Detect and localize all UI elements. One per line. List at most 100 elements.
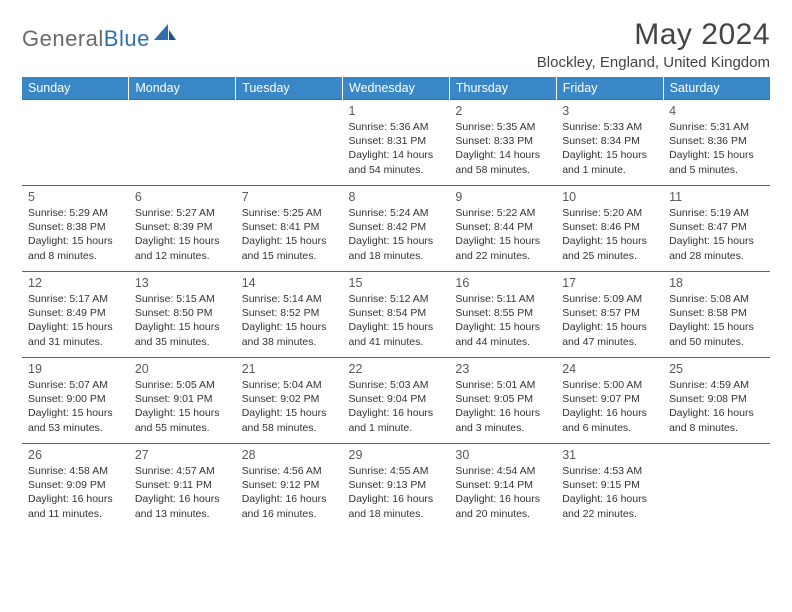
sunrise-text: Sunrise: 5:31 AM [669,120,764,134]
day-number: 30 [455,448,550,462]
dayhead-sunday: Sunday [22,77,129,100]
day-info: Sunrise: 5:05 AMSunset: 9:01 PMDaylight:… [135,378,230,435]
sunrise-text: Sunrise: 4:54 AM [455,464,550,478]
day-number: 13 [135,276,230,290]
brand-logo: GeneralBlue [22,18,176,53]
daylight-text: Daylight: 16 hours and 8 minutes. [669,406,764,434]
day-info: Sunrise: 5:00 AMSunset: 9:07 PMDaylight:… [562,378,657,435]
daylight-text: Daylight: 15 hours and 53 minutes. [28,406,123,434]
day-cell: 13 Sunrise: 5:15 AMSunset: 8:50 PMDayligh… [129,272,236,358]
day-number: 11 [669,190,764,204]
sunset-text: Sunset: 9:11 PM [135,478,230,492]
daylight-text: Daylight: 16 hours and 1 minute. [349,406,444,434]
daylight-text: Daylight: 15 hours and 31 minutes. [28,320,123,348]
week-row: 19Sunrise: 5:07 AMSunset: 9:00 PMDayligh… [22,358,770,444]
sunset-text: Sunset: 8:57 PM [562,306,657,320]
day-info: Sunrise: 4:56 AMSunset: 9:12 PMDaylight:… [242,464,337,521]
day-cell: 25Sunrise: 4:59 AMSunset: 9:08 PMDayligh… [663,358,770,444]
day-cell: 9Sunrise: 5:22 AMSunset: 8:44 PMDaylight… [449,186,556,272]
day-number: 24 [562,362,657,376]
sail-icon [154,24,176,47]
day-number: 29 [349,448,444,462]
day-cell: 8Sunrise: 5:24 AMSunset: 8:42 PMDaylight… [343,186,450,272]
day-cell: 7 Sunrise: 5:25 AMSunset: 8:41 PMDaylight… [236,186,343,272]
sunrise-text: Sunrise: 5:29 AM [28,206,123,220]
day-info: Sunrise: 5:35 AMSunset: 8:33 PMDaylight:… [455,120,550,177]
sunrise-text: Sunrise: 5:25 AM [242,206,337,220]
day-cell: 15Sunrise: 5:12 AMSunset: 8:54 PMDayligh… [343,272,450,358]
sunset-text: Sunset: 8:41 PM [242,220,337,234]
day-number: 14 [242,276,337,290]
daylight-text: Daylight: 16 hours and 3 minutes. [455,406,550,434]
week-row: 12Sunrise: 5:17 AMSunset: 8:49 PMDayligh… [22,272,770,358]
sunrise-text: Sunrise: 4:55 AM [349,464,444,478]
daylight-text: Daylight: 16 hours and 11 minutes. [28,492,123,520]
day-info: Sunrise: 5:19 AMSunset: 8:47 PMDaylight:… [669,206,764,263]
day-cell: 14Sunrise: 5:14 AMSunset: 8:52 PMDayligh… [236,272,343,358]
sunset-text: Sunset: 8:54 PM [349,306,444,320]
sunrise-text: Sunrise: 5:33 AM [562,120,657,134]
day-number: 4 [669,104,764,118]
daylight-text: Daylight: 15 hours and 15 minutes. [242,234,337,262]
daylight-text: Daylight: 14 hours and 54 minutes. [349,148,444,176]
daylight-text: Daylight: 16 hours and 13 minutes. [135,492,230,520]
sunset-text: Sunset: 8:31 PM [349,134,444,148]
day-info: Sunrise: 5:15 AMSunset: 8:50 PMDaylight:… [135,292,230,349]
sunset-text: Sunset: 9:05 PM [455,392,550,406]
week-row: 5Sunrise: 5:29 AMSunset: 8:38 PMDaylight… [22,186,770,272]
daylight-text: Daylight: 16 hours and 18 minutes. [349,492,444,520]
month-title: May 2024 [537,18,770,52]
day-number: 21 [242,362,337,376]
dayhead-friday: Friday [556,77,663,100]
day-info: Sunrise: 5:04 AMSunset: 9:02 PMDaylight:… [242,378,337,435]
day-cell: 18Sunrise: 5:08 AMSunset: 8:58 PMDayligh… [663,272,770,358]
day-info: Sunrise: 5:12 AMSunset: 8:54 PMDaylight:… [349,292,444,349]
sunrise-text: Sunrise: 5:05 AM [135,378,230,392]
day-number: 1 [349,104,444,118]
sunset-text: Sunset: 8:58 PM [669,306,764,320]
sunrise-text: Sunrise: 5:09 AM [562,292,657,306]
day-number: 31 [562,448,657,462]
daylight-text: Daylight: 15 hours and 22 minutes. [455,234,550,262]
sunset-text: Sunset: 9:08 PM [669,392,764,406]
brand-part2: Blue [104,26,150,51]
day-info: Sunrise: 5:01 AMSunset: 9:05 PMDaylight:… [455,378,550,435]
sunset-text: Sunset: 8:33 PM [455,134,550,148]
daylight-text: Daylight: 15 hours and 8 minutes. [28,234,123,262]
sunset-text: Sunset: 9:00 PM [28,392,123,406]
day-number: 7 [242,190,337,204]
sunset-text: Sunset: 8:55 PM [455,306,550,320]
sunrise-text: Sunrise: 5:17 AM [28,292,123,306]
day-number: 28 [242,448,337,462]
sunrise-text: Sunrise: 5:03 AM [349,378,444,392]
sunrise-text: Sunrise: 5:19 AM [669,206,764,220]
sunset-text: Sunset: 8:38 PM [28,220,123,234]
sunset-text: Sunset: 8:50 PM [135,306,230,320]
day-info: Sunrise: 4:54 AMSunset: 9:14 PMDaylight:… [455,464,550,521]
day-number: 3 [562,104,657,118]
day-info: Sunrise: 5:31 AMSunset: 8:36 PMDaylight:… [669,120,764,177]
day-number: 22 [349,362,444,376]
dayhead-saturday: Saturday [663,77,770,100]
daylight-text: Daylight: 16 hours and 20 minutes. [455,492,550,520]
day-number: 25 [669,362,764,376]
sunset-text: Sunset: 8:46 PM [562,220,657,234]
sunrise-text: Sunrise: 5:22 AM [455,206,550,220]
sunrise-text: Sunrise: 5:20 AM [562,206,657,220]
sunset-text: Sunset: 9:04 PM [349,392,444,406]
day-cell: 21 Sunrise: 5:04 AMSunset: 9:02 PMDayligh… [236,358,343,444]
sunset-text: Sunset: 8:39 PM [135,220,230,234]
week-row: 1Sunrise: 5:36 AMSunset: 8:31 PMDaylight… [22,100,770,186]
daylight-text: Daylight: 15 hours and 47 minutes. [562,320,657,348]
day-info: Sunrise: 5:24 AMSunset: 8:42 PMDaylight:… [349,206,444,263]
sunrise-text: Sunrise: 5:14 AM [242,292,337,306]
day-number: 5 [28,190,123,204]
brand-part1: General [22,26,104,51]
daylight-text: Daylight: 16 hours and 6 minutes. [562,406,657,434]
sunset-text: Sunset: 8:34 PM [562,134,657,148]
sunset-text: Sunset: 8:52 PM [242,306,337,320]
sunset-text: Sunset: 8:47 PM [669,220,764,234]
dayhead-tuesday: Tuesday [236,77,343,100]
sunset-text: Sunset: 9:12 PM [242,478,337,492]
sunrise-text: Sunrise: 4:57 AM [135,464,230,478]
